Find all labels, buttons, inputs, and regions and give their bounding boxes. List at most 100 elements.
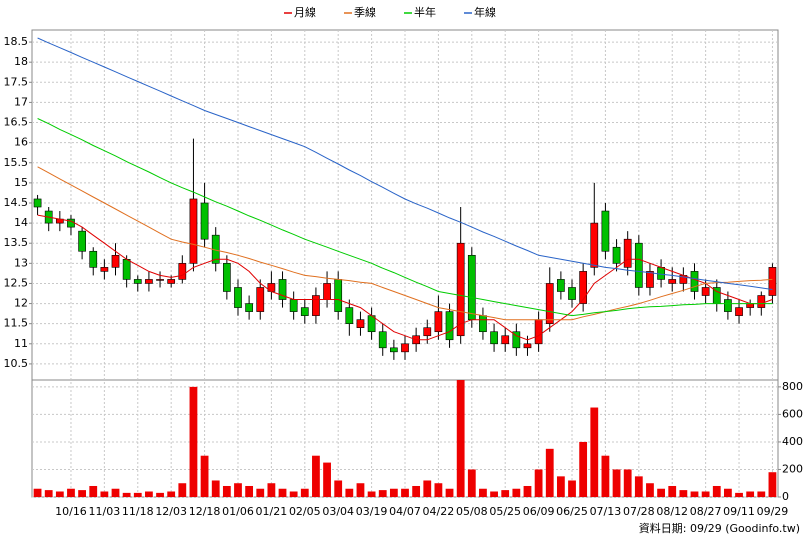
candle-body [434,311,443,333]
volume-bar [312,455,320,497]
volume-bar [657,488,665,497]
candle-body [401,343,409,353]
y-tick-label: 15.5 [4,156,29,169]
candle-body [222,263,231,292]
volume-bar [445,488,454,497]
volume-bar [133,492,142,497]
candle-body [735,307,743,316]
volume-bar [501,490,510,497]
x-tick-label: 02/05 [289,505,321,518]
volume-bar [55,491,64,497]
volume-bar [601,455,610,497]
volume-bar [200,455,209,497]
volume-bar [701,491,710,497]
candle-body [523,343,532,349]
candle-body [156,279,164,281]
ma-line [37,214,773,341]
y-tick-label: 18.5 [4,35,29,48]
y-tick-label: 13 [14,256,28,269]
y-tick-label: 14.5 [4,196,29,209]
volume-bar [490,491,498,497]
y-tick-label: 12 [14,297,28,310]
candle-body [300,307,309,316]
volume-bar [590,407,599,497]
candle-body [445,311,454,341]
volume-bar [612,469,621,497]
volume-bar [367,491,376,497]
candle-body [668,279,677,284]
legend-label: 季線 [354,5,376,19]
volume-bar [634,476,643,497]
x-tick-label: 05/08 [456,505,488,518]
volume-bar [44,490,53,497]
candle-body [78,230,86,252]
x-tick-label: 03/04 [322,505,354,518]
y-tick-label: 17.5 [4,75,29,88]
volume-bar [545,448,554,497]
volume-bar [534,469,543,497]
x-tick-label: 06/09 [523,505,555,518]
x-tick-label: 12/18 [189,505,221,518]
x-tick-label: 10/16 [55,505,87,518]
x-tick-label: 08/27 [690,505,722,518]
y-tick-label: 12.5 [4,276,29,289]
candle-body [456,242,465,337]
candle-body [312,295,320,316]
candle-body [701,287,710,296]
candle-body [724,299,732,312]
candle-body [367,315,376,333]
candle-body [479,315,487,333]
volume-bar [289,491,298,497]
candle-body [601,210,610,252]
x-tick-label: 07/13 [590,505,622,518]
legend-label: 年線 [474,5,496,19]
volume-bar [267,483,276,497]
volume-bar [278,488,287,497]
candle-body [378,331,387,349]
candle-body [512,331,521,349]
x-tick-label: 04/07 [389,505,421,518]
volume-bar [189,386,198,497]
candle-body [100,267,109,272]
ma-line [37,37,773,290]
candle-body [634,242,643,288]
x-tick-label: 03/19 [356,505,388,518]
candle-body [467,254,476,320]
volume-bar [712,485,721,497]
volume-bar [467,469,476,497]
candle-body [356,319,365,329]
y-tick-label: 15 [14,176,28,189]
y2-tick-label: 400 [782,435,803,448]
volume-bar [735,492,743,497]
volume-bar [167,491,176,497]
x-tick-label: 09/11 [723,505,755,518]
volume-bar [111,488,120,497]
candle-body [646,271,654,288]
candle-body [545,283,554,324]
volume-bar [579,441,588,497]
volume-bar [334,480,343,497]
candle-body [167,279,176,284]
candle-body [111,254,120,268]
volume-bar [746,491,755,497]
candle-body [145,279,153,284]
x-tick-label: 12/03 [155,505,187,518]
y2-tick-label: 800 [782,380,803,393]
candle-body [278,279,287,300]
legend-label: 月線 [294,5,316,19]
candle-body [89,250,98,268]
volume-bar [668,485,677,497]
x-tick-label: 01/21 [256,505,288,518]
volume-bar [690,491,699,497]
candle-body [345,307,354,324]
volume-bar [378,490,387,497]
candle-body [690,271,699,292]
candle-body [122,259,131,280]
volume-bar [222,485,231,497]
y2-tick-label: 600 [782,407,803,420]
candle-body [200,202,209,240]
volume-bar [401,488,409,497]
volume-bar [345,488,354,497]
x-tick-label: 04/22 [423,505,455,518]
volume-bar [67,488,75,497]
